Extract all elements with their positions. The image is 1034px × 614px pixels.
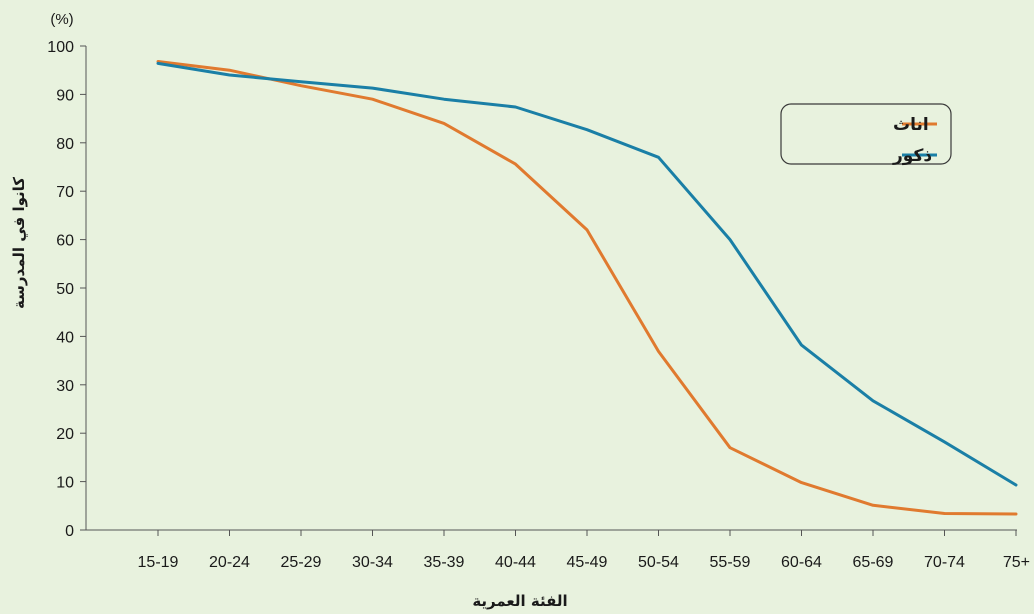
- x-tick-label: 70-74: [924, 554, 965, 571]
- y-tick-label: 80: [56, 136, 74, 153]
- y-tick-label: 10: [56, 475, 74, 492]
- data-point: [156, 61, 160, 65]
- x-tick-label: 20-24: [209, 554, 250, 571]
- y-tick-label: 30: [56, 378, 74, 395]
- data-point: [657, 155, 661, 159]
- x-tick-label: 30-34: [352, 554, 393, 571]
- data-point: [371, 97, 375, 101]
- x-tick-label: 35-39: [424, 554, 465, 571]
- data-point: [1014, 512, 1018, 516]
- legend-label-males: ذكور: [892, 146, 932, 166]
- x-tick-label: 75+: [1003, 554, 1030, 571]
- x-tick-label: 15-19: [138, 554, 179, 571]
- series-line-0: [156, 60, 1018, 516]
- y-axis-title: كانوا في المدرسة: [10, 177, 28, 309]
- data-point: [442, 121, 446, 125]
- data-point: [800, 481, 804, 485]
- y-axis: 0 10 20 30 40 50 60 70 80 90 100: [47, 39, 87, 540]
- x-tick-label: 40-44: [495, 554, 536, 571]
- data-point: [514, 162, 518, 166]
- data-point: [514, 105, 518, 109]
- x-tick-label: 50-54: [638, 554, 679, 571]
- series-lines: [156, 60, 1018, 516]
- data-point: [299, 84, 303, 88]
- legend: اناث ذكور: [780, 103, 952, 166]
- data-point: [800, 343, 804, 347]
- data-point: [943, 440, 947, 444]
- y-tick-label: 20: [56, 426, 74, 443]
- data-point: [657, 349, 661, 353]
- y-tick-label: 0: [65, 523, 74, 540]
- data-point: [943, 512, 947, 516]
- x-tick-label: 60-64: [781, 554, 822, 571]
- data-point: [442, 97, 446, 101]
- data-point: [585, 228, 589, 232]
- y-tick-label: 70: [56, 184, 74, 201]
- x-axis: 15-19 20-24 25-29 30-34 35-39 40-44 45-49 50-54…: [86, 529, 1030, 571]
- y-tick-label: 60: [56, 233, 74, 250]
- series-line-1: [156, 61, 1018, 487]
- data-point: [871, 399, 875, 403]
- y-unit-label: (%): [50, 11, 73, 28]
- data-point: [228, 73, 232, 77]
- data-point: [871, 503, 875, 507]
- legend-box: [780, 103, 952, 165]
- x-tick-label: 55-59: [710, 554, 751, 571]
- data-point: [299, 80, 303, 84]
- y-tick-label: 90: [56, 87, 74, 104]
- legend-label-females: اناث: [893, 115, 929, 135]
- data-point: [1014, 483, 1018, 487]
- y-tick-label: 100: [47, 39, 74, 56]
- data-point: [585, 128, 589, 132]
- data-point: [228, 68, 232, 72]
- x-tick-label: 45-49: [567, 554, 608, 571]
- data-point: [371, 86, 375, 90]
- data-point: [728, 446, 732, 450]
- data-point: [728, 238, 732, 242]
- y-tick-label: 40: [56, 329, 74, 346]
- y-tick-label: 50: [56, 281, 74, 298]
- x-tick-label: 25-29: [281, 554, 322, 571]
- x-axis-title: الفئة العمرية: [472, 592, 567, 610]
- x-tick-label: 65-69: [853, 554, 894, 571]
